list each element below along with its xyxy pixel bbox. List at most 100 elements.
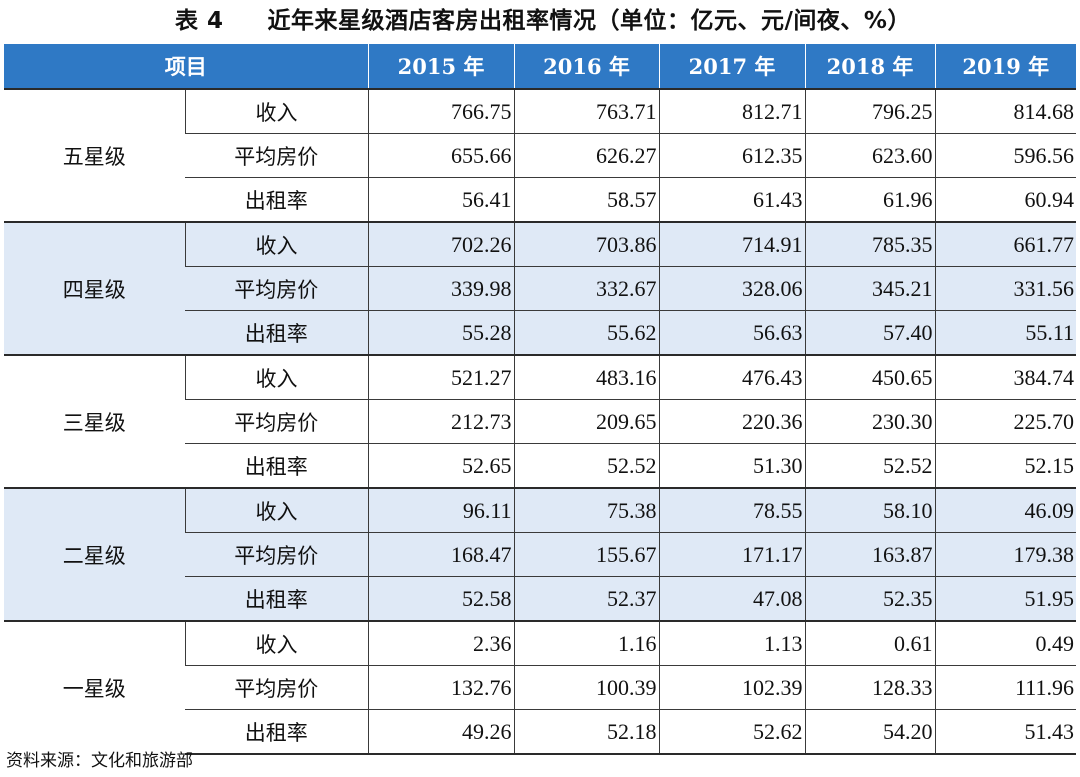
value-cell: 483.16 xyxy=(513,354,659,400)
table-row: 出租率 52.65 52.52 51.30 52.52 52.15 xyxy=(4,443,1076,489)
value-cell: 55.62 xyxy=(513,310,659,356)
metric-cell: 平均房价 xyxy=(185,665,368,710)
value-cell: 52.65 xyxy=(367,443,514,489)
value-cell: 51.30 xyxy=(658,443,805,489)
table-number: 表 4 xyxy=(175,8,224,34)
value-cell: 220.36 xyxy=(658,399,805,444)
value-cell: 96.11 xyxy=(367,487,514,533)
table-row: 出租率 56.41 58.57 61.43 61.96 60.94 xyxy=(4,177,1076,223)
value-cell: 612.35 xyxy=(658,133,805,178)
header-year: 2018 年 xyxy=(804,44,935,89)
value-cell: 0.61 xyxy=(804,620,935,666)
value-cell: 450.65 xyxy=(804,354,935,400)
value-cell: 626.27 xyxy=(513,133,659,178)
value-cell: 75.38 xyxy=(513,487,659,533)
value-cell: 703.86 xyxy=(513,221,659,267)
value-cell: 54.20 xyxy=(804,709,935,755)
value-cell: 61.96 xyxy=(804,177,935,223)
header-year: 2019 年 xyxy=(934,44,1076,89)
table-row: 平均房价 132.76 100.39 102.39 128.33 111.96 xyxy=(4,665,1076,710)
metric-cell: 出租率 xyxy=(185,310,368,356)
value-cell: 0.49 xyxy=(934,620,1076,666)
value-cell: 55.28 xyxy=(367,310,514,356)
value-cell: 52.52 xyxy=(513,443,659,489)
value-cell: 384.74 xyxy=(934,354,1076,400)
value-cell: 78.55 xyxy=(658,487,805,533)
value-cell: 47.08 xyxy=(658,576,805,622)
value-cell: 168.47 xyxy=(367,532,514,577)
group-block: 三星级 收入 521.27 483.16 476.43 450.65 384.74 平均房价 2… xyxy=(4,354,1076,489)
metric-cell: 出租率 xyxy=(185,709,368,755)
value-cell: 179.38 xyxy=(934,532,1076,577)
header-year: 2016 年 xyxy=(513,44,659,89)
metric-cell: 平均房价 xyxy=(185,133,368,178)
value-cell: 57.40 xyxy=(804,310,935,356)
metric-cell: 收入 xyxy=(184,620,368,666)
value-cell: 766.75 xyxy=(367,88,514,134)
metric-cell: 平均房价 xyxy=(185,266,368,311)
value-cell: 812.71 xyxy=(658,88,805,134)
table-row: 一星级 收入 2.36 1.16 1.13 0.61 0.49 xyxy=(4,620,1076,754)
value-cell: 58.10 xyxy=(804,487,935,533)
table-row: 五星级 收入 766.75 763.71 812.71 796.25 814.68 xyxy=(4,88,1076,222)
table-row: 出租率 49.26 52.18 52.62 54.20 51.43 xyxy=(4,709,1076,755)
value-cell: 796.25 xyxy=(804,88,935,134)
table-row: 平均房价 655.66 626.27 612.35 623.60 596.56 xyxy=(4,133,1076,178)
star-level-cell: 二星级 xyxy=(4,487,185,621)
value-cell: 52.18 xyxy=(513,709,659,755)
value-cell: 230.30 xyxy=(804,399,935,444)
value-cell: 100.39 xyxy=(513,665,659,710)
metric-cell: 出租率 xyxy=(185,443,368,489)
value-cell: 52.58 xyxy=(367,576,514,622)
table-row: 三星级 收入 521.27 483.16 476.43 450.65 384.74 xyxy=(4,354,1076,488)
table-caption: 近年来星级酒店客房出租率情况（单位：亿元、元/间夜、%） xyxy=(267,8,911,34)
metric-cell: 出租率 xyxy=(185,576,368,622)
value-cell: 52.62 xyxy=(658,709,805,755)
value-cell: 51.95 xyxy=(934,576,1076,622)
header-row: 项目 2015 年 2016 年 2017 年 2018 年 2019 年 xyxy=(4,44,1076,89)
value-cell: 1.13 xyxy=(658,620,805,666)
value-cell: 623.60 xyxy=(804,133,935,178)
table-row: 二星级 收入 96.11 75.38 78.55 58.10 46.09 xyxy=(4,487,1076,621)
value-cell: 52.35 xyxy=(804,576,935,622)
value-cell: 163.87 xyxy=(804,532,935,577)
value-cell: 225.70 xyxy=(934,399,1076,444)
value-cell: 111.96 xyxy=(934,665,1076,710)
value-cell: 56.41 xyxy=(367,177,514,223)
value-cell: 102.39 xyxy=(658,665,805,710)
value-cell: 332.67 xyxy=(513,266,659,311)
value-cell: 702.26 xyxy=(367,221,514,267)
metric-cell: 出租率 xyxy=(185,177,368,223)
table-row: 出租率 52.58 52.37 47.08 52.35 51.95 xyxy=(4,576,1076,622)
value-cell: 212.73 xyxy=(367,399,514,444)
value-cell: 2.36 xyxy=(367,620,514,666)
star-level-cell: 五星级 xyxy=(4,88,185,222)
value-cell: 521.27 xyxy=(367,354,514,400)
table-row: 平均房价 339.98 332.67 328.06 345.21 331.56 xyxy=(4,266,1076,311)
value-cell: 328.06 xyxy=(658,266,805,311)
value-cell: 46.09 xyxy=(934,487,1076,533)
value-cell: 714.91 xyxy=(658,221,805,267)
value-cell: 52.15 xyxy=(934,443,1076,489)
group-block: 二星级 收入 96.11 75.38 78.55 58.10 46.09 平均房价 168.47… xyxy=(4,487,1076,622)
metric-cell: 收入 xyxy=(184,487,368,533)
value-cell: 655.66 xyxy=(367,133,514,178)
value-cell: 132.76 xyxy=(367,665,514,710)
value-cell: 55.11 xyxy=(934,310,1076,356)
value-cell: 155.67 xyxy=(513,532,659,577)
value-cell: 52.52 xyxy=(804,443,935,489)
value-cell: 56.63 xyxy=(658,310,805,356)
star-level-cell: 四星级 xyxy=(4,221,185,355)
value-cell: 331.56 xyxy=(934,266,1076,311)
table-row: 出租率 55.28 55.62 56.63 57.40 55.11 xyxy=(4,310,1076,356)
header-item: 项目 xyxy=(4,44,368,89)
value-cell: 661.77 xyxy=(934,221,1076,267)
value-cell: 171.17 xyxy=(658,532,805,577)
value-cell: 49.26 xyxy=(367,709,514,755)
hotel-occupancy-table: 项目 2015 年 2016 年 2017 年 2018 年 2019 年 五星… xyxy=(4,44,1076,755)
header-year: 2017 年 xyxy=(658,44,805,89)
table-row: 平均房价 212.73 209.65 220.36 230.30 225.70 xyxy=(4,399,1076,444)
metric-cell: 收入 xyxy=(184,88,368,134)
value-cell: 763.71 xyxy=(513,88,659,134)
table-row: 平均房价 168.47 155.67 171.17 163.87 179.38 xyxy=(4,532,1076,577)
